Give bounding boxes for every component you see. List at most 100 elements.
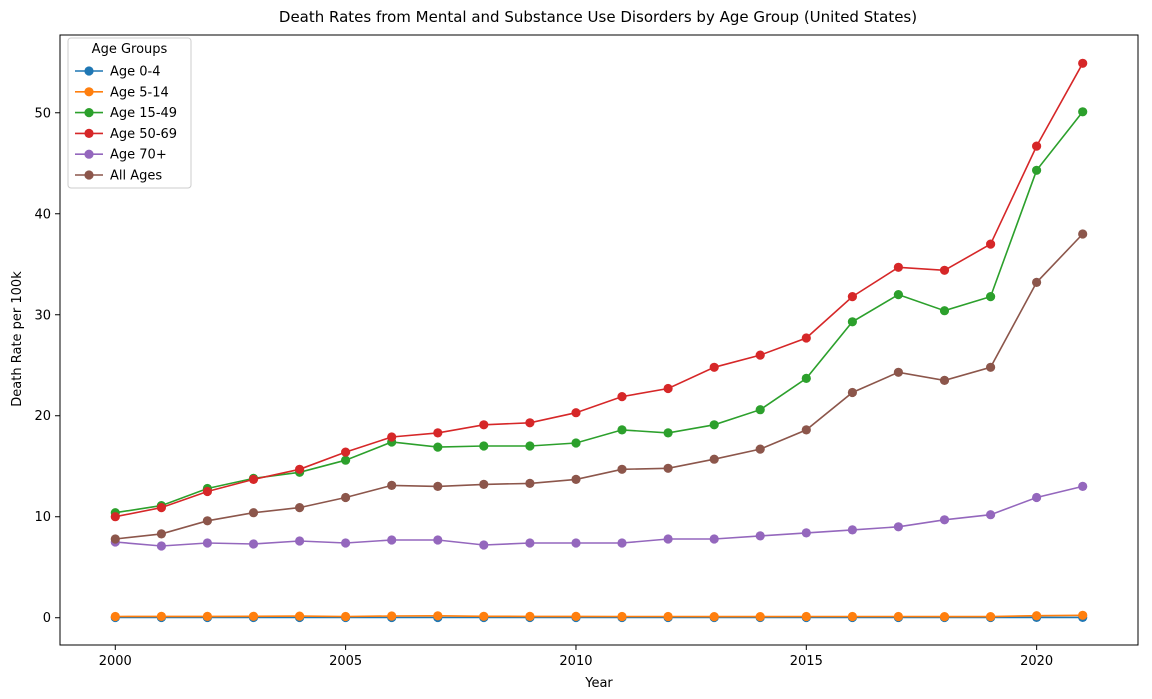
x-tick-label: 2015 — [790, 654, 823, 669]
data-point-age-70 — [341, 538, 351, 548]
data-point-age-5-14 — [295, 611, 305, 621]
legend-label: Age 70+ — [110, 148, 167, 163]
y-tick-label: 10 — [34, 510, 51, 525]
data-point-age-70 — [248, 539, 259, 549]
x-tick-label: 2010 — [559, 654, 592, 669]
data-point-age-5-14 — [525, 611, 535, 622]
data-point-age-5-14 — [709, 612, 719, 622]
data-point-age-50-69 — [709, 362, 719, 372]
data-point-age-15-49 — [1032, 165, 1042, 175]
data-point-age-70 — [479, 540, 489, 550]
data-point-age-15-49 — [525, 441, 535, 451]
series-line-age-15-49 — [115, 111, 1084, 514]
data-point-all-ages — [387, 480, 397, 490]
data-point-all-ages — [847, 387, 858, 398]
data-point-age-70 — [295, 536, 305, 546]
data-point-age-5-14 — [202, 611, 212, 622]
data-point-age-50-69 — [571, 408, 581, 418]
data-point-age-70 — [1032, 492, 1042, 503]
legend-swatch-marker — [84, 149, 94, 159]
data-point-age-50-69 — [986, 239, 996, 249]
data-point-age-5-14 — [939, 612, 950, 622]
data-point-age-70 — [939, 515, 950, 525]
data-point-age-70 — [1078, 481, 1088, 491]
data-point-age-5-14 — [571, 611, 581, 622]
legend-item-age-50-69: Age 50-69 — [75, 127, 177, 142]
data-point-age-70 — [525, 538, 535, 548]
y-tick-label: 0 — [43, 611, 51, 626]
data-point-age-50-69 — [617, 392, 627, 402]
data-point-all-ages — [709, 454, 719, 464]
data-point-age-70 — [571, 538, 581, 548]
legend-item-age-0-4: Age 0-4 — [75, 65, 161, 80]
data-point-age-15-49 — [939, 306, 950, 316]
data-point-age-15-49 — [801, 373, 811, 383]
data-point-age-15-49 — [709, 420, 719, 430]
data-point-age-5-14 — [341, 611, 351, 622]
data-point-age-50-69 — [341, 447, 351, 457]
data-point-all-ages — [248, 508, 259, 518]
legend-label: Age 15-49 — [110, 106, 177, 121]
data-point-all-ages — [571, 474, 581, 484]
legend-swatch-marker — [84, 66, 94, 76]
data-point-all-ages — [1032, 277, 1042, 287]
legend-swatch-marker — [84, 108, 94, 118]
data-point-age-70 — [202, 538, 212, 548]
data-point-age-70 — [433, 535, 443, 545]
data-point-all-ages — [986, 362, 996, 372]
series-age-70 — [110, 481, 1088, 551]
legend-item-age-15-49: Age 15-49 — [75, 106, 177, 121]
data-point-age-70 — [986, 510, 996, 520]
y-axis: 0 10 20 30 40 50 — [34, 106, 60, 626]
series-line-age-5-14 — [115, 614, 1083, 618]
data-point-all-ages — [295, 503, 305, 513]
data-point-all-ages — [663, 463, 673, 473]
data-point-all-ages — [202, 516, 212, 526]
legend-label: Age 5-14 — [110, 85, 169, 100]
data-point-age-5-14 — [479, 611, 489, 621]
legend-item-age-5-14: Age 5-14 — [75, 85, 169, 100]
series-line-all-ages — [115, 233, 1084, 540]
data-point-age-15-49 — [433, 442, 443, 452]
legend-title: Age Groups — [92, 42, 168, 57]
data-point-age-5-14 — [755, 612, 765, 622]
data-point-age-50-69 — [1032, 141, 1042, 151]
data-point-age-5-14 — [617, 611, 627, 622]
data-point-age-50-69 — [202, 486, 212, 497]
data-point-age-70 — [663, 534, 673, 544]
y-tick-label: 40 — [34, 207, 51, 222]
data-point-age-50-69 — [387, 432, 397, 442]
y-tick-label: 30 — [34, 308, 51, 323]
x-tick-label: 2020 — [1020, 654, 1053, 669]
data-point-age-50-69 — [939, 265, 950, 275]
series-layer — [110, 58, 1088, 623]
data-point-all-ages — [433, 481, 443, 491]
data-point-age-5-14 — [110, 611, 120, 622]
data-point-all-ages — [617, 464, 627, 474]
data-point-age-70 — [755, 531, 765, 541]
data-point-all-ages — [341, 492, 351, 503]
legend-label: All Ages — [110, 169, 162, 184]
y-tick-label: 50 — [34, 106, 51, 121]
data-point-age-5-14 — [248, 611, 259, 621]
legend-box — [67, 37, 192, 189]
data-point-age-15-49 — [479, 441, 489, 451]
series-age-50-69 — [110, 58, 1088, 522]
series-all-ages — [110, 229, 1088, 544]
data-point-age-5-14 — [433, 611, 443, 621]
x-tick-label: 2005 — [329, 654, 362, 669]
data-point-all-ages — [156, 529, 166, 539]
data-point-age-50-69 — [663, 383, 673, 394]
data-point-age-5-14 — [156, 611, 166, 622]
data-point-all-ages — [755, 444, 765, 454]
x-axis: 2000 2005 2010 2015 2020 — [99, 645, 1053, 669]
data-point-age-50-69 — [847, 292, 858, 302]
data-point-age-5-14 — [986, 612, 996, 622]
data-point-all-ages — [1078, 229, 1088, 239]
data-point-all-ages — [801, 425, 811, 435]
data-point-age-15-49 — [755, 405, 765, 415]
data-point-age-15-49 — [986, 292, 996, 302]
data-point-age-50-69 — [110, 512, 120, 522]
data-point-age-70 — [847, 525, 858, 535]
